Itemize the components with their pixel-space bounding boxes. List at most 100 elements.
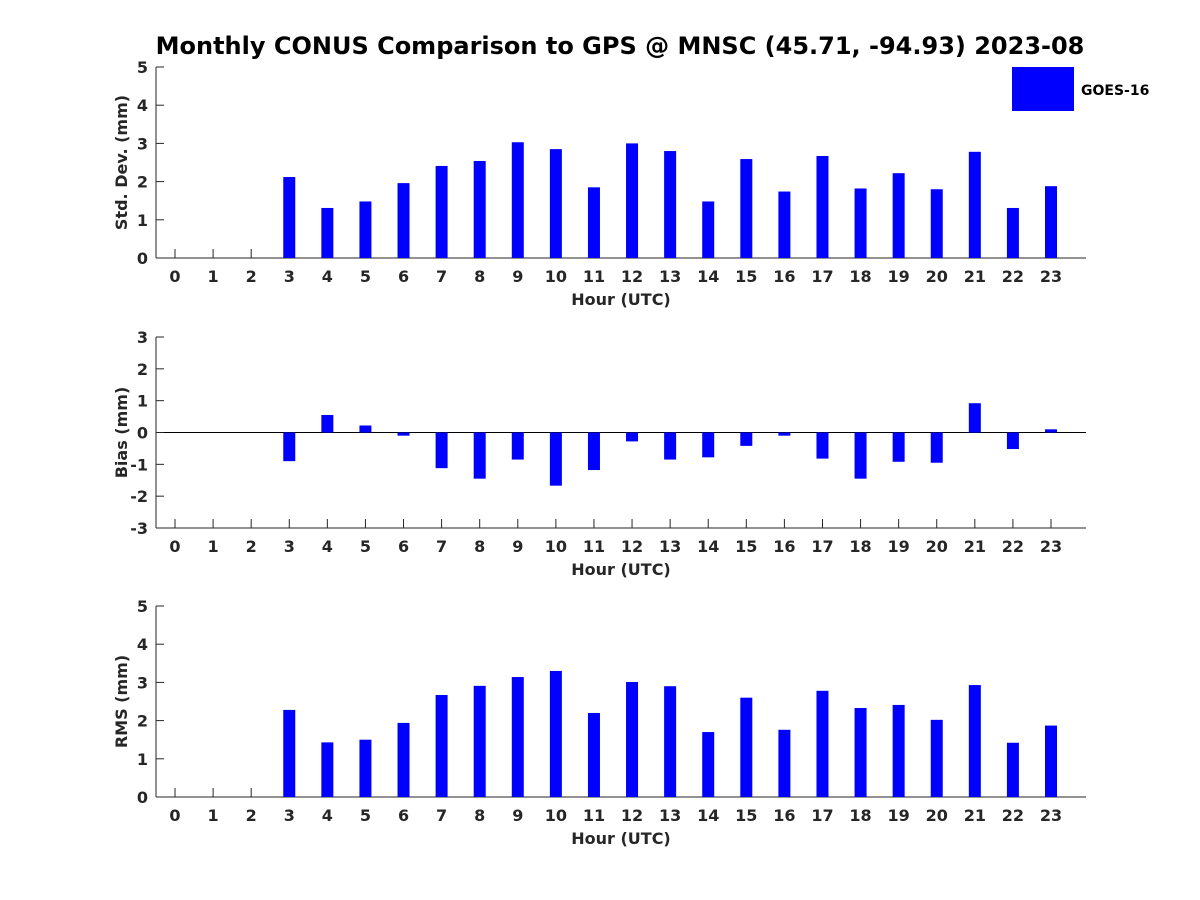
rms-bar-hour-10: [549, 670, 562, 797]
std-dev-bar-hour-3: [283, 177, 296, 258]
std-dev-xtick-label: 0: [169, 267, 180, 286]
std-dev-xtick-label: 12: [621, 267, 643, 286]
bias-xtick-label: 9: [512, 537, 523, 556]
std-dev-ytick-label: 4: [137, 96, 148, 115]
rms-bar-hour-19: [892, 704, 905, 797]
rms-ytick-label: 2: [137, 712, 148, 731]
rms-xtick-label: 10: [545, 806, 567, 825]
rms-xtick-label: 16: [773, 806, 795, 825]
bias-xtick-label: 4: [322, 537, 333, 556]
rms-bar-hour-14: [702, 732, 715, 797]
rms-xtick-label: 15: [735, 806, 757, 825]
std-dev-y-axis-label: Std. Dev. (mm): [112, 95, 131, 230]
bias-bar-hour-12: [626, 432, 639, 442]
rms-xtick-label: 9: [512, 806, 523, 825]
std-dev-bar-hour-11: [587, 187, 600, 258]
std-dev-bar-hour-21: [968, 151, 981, 258]
rms-xtick-label: 17: [811, 806, 833, 825]
std-dev-x-axis-label: Hour (UTC): [571, 290, 671, 309]
std-dev-xtick-label: 13: [659, 267, 681, 286]
rms-ytick-label: 0: [137, 788, 148, 807]
std-dev-ytick-label: 5: [137, 58, 148, 77]
rms-xtick-label: 20: [926, 806, 948, 825]
bias-bar-hour-20: [930, 432, 943, 463]
std-dev-ytick-label: 1: [137, 211, 148, 230]
bias-bar-hour-10: [549, 432, 562, 486]
rms-xtick-label: 21: [964, 806, 986, 825]
rms-xtick-label: 5: [360, 806, 371, 825]
std-dev-xtick-label: 18: [849, 267, 871, 286]
rms-bar-hour-6: [397, 722, 410, 797]
bias-xtick-label: 23: [1040, 537, 1062, 556]
bias-xtick-label: 0: [169, 537, 180, 556]
rms-bar-hour-13: [664, 686, 677, 797]
rms-bar-hour-20: [930, 719, 943, 797]
rms-bar-hour-4: [321, 742, 334, 797]
std-dev-xtick-label: 22: [1002, 267, 1024, 286]
rms-xtick-label: 4: [322, 806, 333, 825]
rms-bar-hour-9: [511, 677, 524, 797]
std-dev-bar-hour-6: [397, 183, 410, 258]
bias-xtick-label: 16: [773, 537, 795, 556]
bias-bar-hour-11: [587, 432, 600, 471]
bias-xtick-label: 11: [583, 537, 605, 556]
rms-bar-hour-12: [626, 682, 639, 797]
bias-x-axis-label: Hour (UTC): [571, 560, 671, 579]
bias-bar-hour-17: [816, 432, 829, 459]
bias-bar-hour-4: [321, 414, 334, 433]
std-dev-ytick-label: 0: [137, 249, 148, 268]
bias-ytick-label: -1: [130, 455, 148, 474]
rms-ytick-label: 4: [137, 635, 148, 654]
rms-y-axis-label: RMS (mm): [112, 655, 131, 748]
rms-bar-hour-7: [435, 695, 448, 797]
rms-xtick-label: 1: [208, 806, 219, 825]
rms-bar-hour-18: [854, 707, 867, 797]
bias-bar-hour-8: [473, 432, 486, 479]
rms-x-axis-label: Hour (UTC): [571, 829, 671, 848]
rms-xtick-label: 2: [246, 806, 257, 825]
rms-bar-hour-8: [473, 685, 486, 797]
std-dev-bar-hour-14: [702, 201, 715, 258]
rms-bar-hour-3: [283, 709, 296, 797]
bias-bar-hour-21: [968, 403, 981, 433]
std-dev-bar-hour-4: [321, 207, 334, 258]
rms-bar-hour-11: [587, 712, 600, 797]
rms-xtick-label: 11: [583, 806, 605, 825]
bias-bar-hour-16: [778, 432, 791, 436]
rms-xtick-label: 6: [398, 806, 409, 825]
rms-bar-hour-22: [1006, 742, 1019, 797]
bias-xtick-label: 5: [360, 537, 371, 556]
bias-bar-hour-3: [283, 432, 296, 462]
std-dev-xtick-label: 7: [436, 267, 447, 286]
rms-xtick-label: 19: [888, 806, 910, 825]
bias-xtick-label: 17: [811, 537, 833, 556]
rms-xtick-label: 3: [284, 806, 295, 825]
bias-xtick-label: 20: [926, 537, 948, 556]
bias-xtick-label: 10: [545, 537, 567, 556]
bias-bar-hour-7: [435, 432, 448, 469]
std-dev-bar-hour-15: [740, 159, 753, 258]
std-dev-bar-hour-13: [664, 151, 677, 258]
std-dev-xtick-label: 20: [926, 267, 948, 286]
bias-bar-hour-5: [359, 425, 372, 433]
bias-xtick-label: 1: [208, 537, 219, 556]
rms-bar-hour-17: [816, 690, 829, 797]
bias-bar-hour-22: [1006, 432, 1019, 450]
std-dev-xtick-label: 8: [474, 267, 485, 286]
std-dev-xtick-label: 5: [360, 267, 371, 286]
legend-swatch: [1012, 67, 1074, 111]
bias-bar-hour-9: [511, 432, 524, 460]
std-dev-xtick-label: 19: [888, 267, 910, 286]
rms-xtick-label: 8: [474, 806, 485, 825]
bias-xtick-label: 21: [964, 537, 986, 556]
rms-ytick-label: 1: [137, 750, 148, 769]
std-dev-ytick-label: 3: [137, 134, 148, 153]
rms-bar-hour-21: [968, 685, 981, 797]
rms-bar-hour-5: [359, 739, 372, 797]
std-dev-xtick-label: 9: [512, 267, 523, 286]
rms-bar-hour-23: [1045, 725, 1058, 797]
rms-bar-hour-16: [778, 729, 791, 797]
